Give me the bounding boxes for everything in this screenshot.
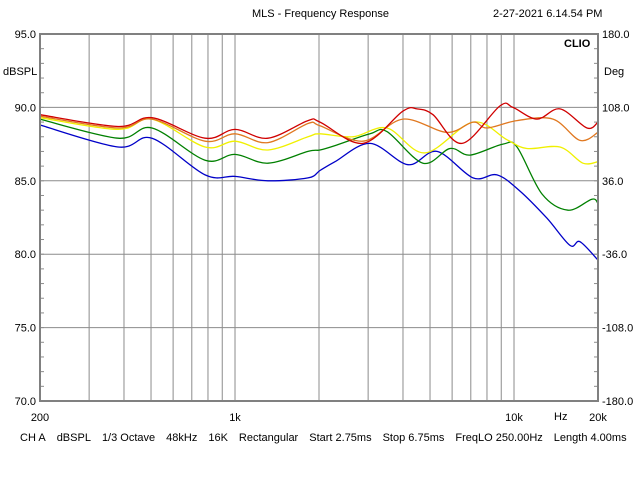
series-orange-line	[39, 115, 599, 144]
y-tick-label: 95.0	[15, 29, 36, 41]
info-item: Length 4.00ms	[553, 432, 627, 444]
y2-tick-label: 180.0	[602, 29, 630, 41]
timestamp: 2-27-2021 6.14.54 PM	[493, 8, 603, 20]
series-red-line	[39, 102, 599, 145]
plot-frame	[39, 33, 599, 402]
info-item: Stop 6.75ms	[382, 432, 445, 444]
y-tick-label: 85.0	[15, 176, 36, 188]
measurement-info-bar: CH A dBSPL 1/3 Octave 48kHz 16K Rectangular St…	[20, 432, 627, 444]
y2-axis-label: Deg	[604, 66, 625, 78]
y-tick-label: 70.0	[15, 396, 36, 408]
info-item: dBSPL	[56, 432, 91, 444]
series-yellow-line	[39, 117, 599, 165]
series-green-line	[39, 118, 599, 211]
y2-tick-label: 108.0	[602, 102, 630, 114]
y-tick-label: 80.0	[15, 249, 36, 261]
y-tick-label: 75.0	[15, 323, 36, 335]
x-tick-label: 200	[31, 412, 49, 424]
x-tick-label: 20k	[589, 412, 607, 424]
y-tick-label: 90.0	[15, 102, 36, 114]
info-item: 1/3 Octave	[101, 432, 156, 444]
chart-title: MLS - Frequency Response	[252, 8, 389, 20]
series-blue-line	[39, 124, 599, 261]
clio-brand: CLIO	[564, 38, 591, 50]
x-axis-label: Hz	[554, 411, 568, 423]
y2-tick-label: -180.0	[602, 396, 633, 408]
info-item: 16K	[208, 432, 228, 444]
info-item: Rectangular	[238, 432, 299, 444]
info-item: CH A	[20, 432, 46, 444]
y2-tick-label: -108.0	[602, 323, 633, 335]
y-axis-label: dBSPL	[3, 66, 38, 78]
info-item: 48kHz	[166, 432, 198, 444]
y2-tick-label: 36.0	[602, 176, 623, 188]
y2-tick-label: -36.0	[602, 249, 627, 261]
info-item: Start 2.75ms	[309, 432, 372, 444]
x-tick-label: 10k	[505, 412, 523, 424]
x-tick-label: 1k	[229, 412, 241, 424]
info-item: FreqLO 250.00Hz	[455, 432, 543, 444]
